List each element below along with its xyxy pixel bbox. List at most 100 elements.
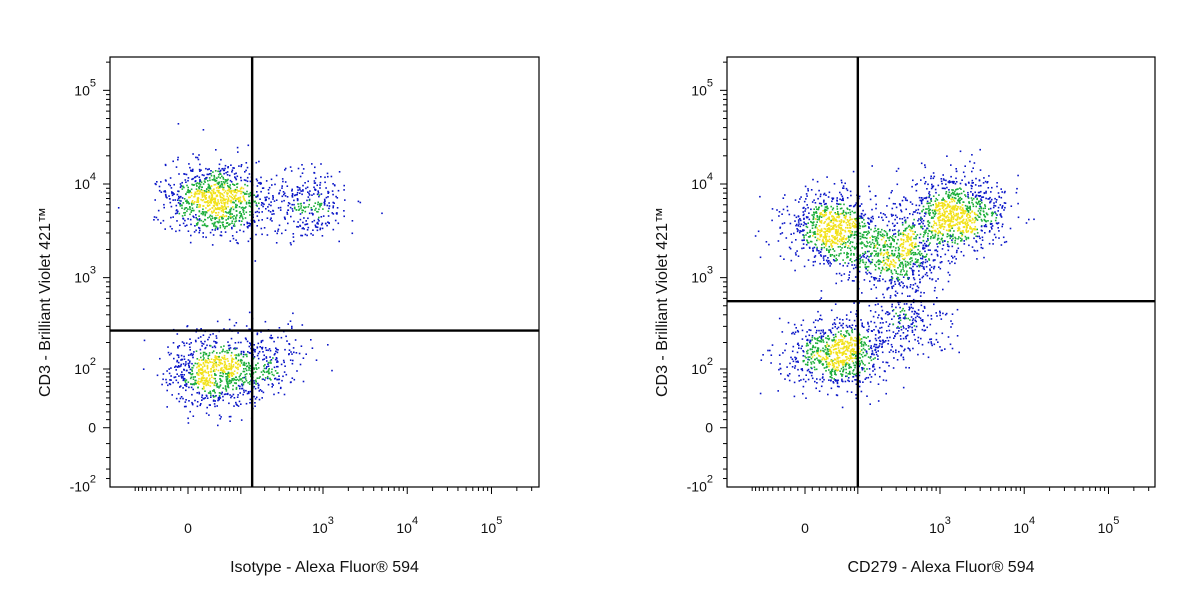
event-dot xyxy=(207,183,210,186)
event-dot xyxy=(253,368,256,370)
event-dot xyxy=(872,366,874,368)
event-dot xyxy=(217,397,220,399)
event-dot xyxy=(920,200,923,203)
event-dot xyxy=(158,189,161,192)
event-dot xyxy=(203,385,205,388)
event-dot xyxy=(278,378,281,381)
event-dot xyxy=(327,190,329,193)
event-dot xyxy=(190,352,193,355)
event-dot xyxy=(205,361,207,364)
event-dot xyxy=(824,243,827,245)
event-dot xyxy=(228,374,230,376)
event-dot xyxy=(835,272,838,275)
event-dot xyxy=(932,185,935,187)
event-dot xyxy=(1001,191,1003,193)
event-dot xyxy=(851,225,854,227)
event-dot xyxy=(229,186,231,188)
event-dot xyxy=(854,218,857,220)
event-dot xyxy=(825,358,827,361)
event-dot xyxy=(947,271,950,274)
event-dot xyxy=(928,221,931,224)
event-dot xyxy=(220,231,223,233)
event-dot xyxy=(205,378,208,380)
event-dot xyxy=(202,379,204,382)
event-dot xyxy=(222,189,224,191)
event-dot xyxy=(228,363,230,365)
event-dot xyxy=(233,225,236,227)
event-dot xyxy=(249,223,252,225)
event-dot xyxy=(834,242,836,245)
event-dot xyxy=(245,338,247,341)
event-dot xyxy=(235,172,237,175)
event-dot xyxy=(225,222,228,224)
event-dot xyxy=(956,207,959,210)
event-dot xyxy=(219,397,222,399)
event-dot xyxy=(868,325,870,328)
event-dot xyxy=(255,178,258,180)
event-dot xyxy=(262,373,264,376)
event-dot xyxy=(219,226,222,229)
event-dot xyxy=(926,208,928,210)
event-dot xyxy=(221,184,224,186)
event-dot xyxy=(980,225,983,228)
event-dot xyxy=(212,364,214,367)
event-dot xyxy=(847,262,850,265)
event-dot xyxy=(311,347,314,349)
event-dot xyxy=(926,274,929,277)
event-dot xyxy=(988,208,990,210)
event-dot xyxy=(818,252,820,254)
event-dot xyxy=(203,180,206,182)
event-dot xyxy=(888,268,891,270)
event-dot xyxy=(917,219,919,222)
event-dot xyxy=(882,254,885,257)
event-dot xyxy=(946,205,949,208)
event-dot xyxy=(236,204,238,207)
event-dot xyxy=(909,248,912,250)
event-dot xyxy=(794,199,797,201)
event-dot xyxy=(880,234,883,237)
event-dot xyxy=(229,394,231,396)
event-dot xyxy=(955,258,957,260)
event-dot xyxy=(234,348,237,350)
event-dot xyxy=(876,255,879,257)
event-dot xyxy=(878,267,881,270)
event-dot xyxy=(813,214,815,216)
event-dot xyxy=(928,225,930,227)
event-dot xyxy=(214,355,217,357)
event-dot xyxy=(941,218,944,221)
event-dot xyxy=(888,286,890,289)
event-dot xyxy=(218,394,221,397)
event-dot xyxy=(198,168,201,171)
event-dot xyxy=(219,177,222,179)
event-dot xyxy=(864,266,867,268)
event-dot xyxy=(189,241,192,244)
event-dot xyxy=(803,265,806,268)
event-dot xyxy=(224,371,226,373)
event-dot xyxy=(170,205,173,208)
event-dot xyxy=(853,237,856,239)
event-dot xyxy=(952,221,954,223)
event-dot xyxy=(923,231,925,233)
event-dot xyxy=(274,370,277,372)
event-dot xyxy=(797,215,800,217)
event-dot xyxy=(267,209,270,212)
event-dot xyxy=(808,334,811,337)
event-dot xyxy=(918,236,921,239)
event-dot xyxy=(886,287,889,290)
event-dot xyxy=(212,234,215,236)
event-dot xyxy=(199,380,201,383)
event-dot xyxy=(970,187,973,190)
event-dot xyxy=(841,199,843,201)
event-dot xyxy=(272,195,274,197)
event-dot xyxy=(899,204,902,207)
event-dot xyxy=(254,398,257,400)
event-dot xyxy=(926,253,928,256)
event-dot xyxy=(196,381,198,384)
event-dot xyxy=(801,369,804,372)
event-dot xyxy=(863,256,865,258)
event-dot xyxy=(219,234,222,237)
event-dot xyxy=(893,254,895,257)
event-dot xyxy=(833,238,836,240)
event-dot xyxy=(264,347,267,349)
event-dot xyxy=(289,320,292,322)
